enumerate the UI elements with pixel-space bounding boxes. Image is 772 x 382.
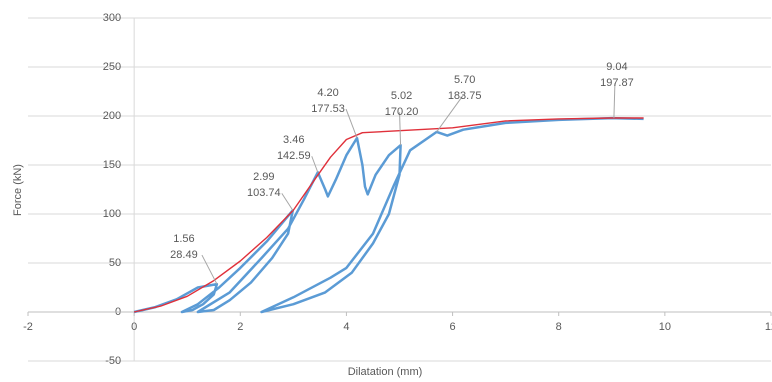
annotation-y: 142.59 <box>277 150 311 162</box>
annotation-x: 5.02 <box>391 90 412 102</box>
annotation-x: 9.04 <box>606 61 627 73</box>
annotation-x: 2.99 <box>253 171 274 183</box>
annotation-x: 1.56 <box>173 233 194 245</box>
annotation-x: 5.70 <box>454 74 475 86</box>
y-tick-label: 150 <box>103 159 121 171</box>
annotation-leader <box>345 108 358 139</box>
annotation-leader <box>281 193 294 211</box>
annotation-leader <box>399 112 402 146</box>
y-tick-label: -50 <box>105 355 121 367</box>
annotation-y: 177.53 <box>311 103 345 115</box>
y-tick-label: 200 <box>103 110 121 122</box>
annotation-x: 3.46 <box>283 134 304 146</box>
x-tick-label: 12 <box>765 321 772 333</box>
annotation-leader <box>436 95 464 133</box>
annotation-y: 28.49 <box>170 249 198 261</box>
x-tick-label: -2 <box>23 321 33 333</box>
x-tick-label: 8 <box>556 321 562 333</box>
annotation-y: 183.75 <box>448 90 482 102</box>
x-tick-label: 4 <box>343 321 349 333</box>
y-tick-label: 50 <box>109 257 121 269</box>
data-line <box>133 116 644 314</box>
annotation-leader <box>613 83 616 119</box>
y-axis-title: Force (kN) <box>12 164 24 216</box>
annotation-x: 4.20 <box>317 87 338 99</box>
data-line <box>133 117 644 313</box>
annotation-y: 103.74 <box>247 187 281 199</box>
y-tick-label: 300 <box>103 12 121 24</box>
x-axis-title: Dilatation (mm) <box>348 366 423 378</box>
x-tick-label: 6 <box>450 321 456 333</box>
y-tick-label: 100 <box>103 208 121 220</box>
annotation-y: 197.87 <box>600 77 634 89</box>
x-tick-label: 2 <box>237 321 243 333</box>
annotation-leader <box>201 254 218 285</box>
annotation-y: 170.20 <box>385 106 419 118</box>
y-tick-label: 250 <box>103 61 121 73</box>
x-tick-label: 0 <box>131 321 137 333</box>
x-tick-label: 10 <box>659 321 671 333</box>
annotation-leader <box>311 156 319 173</box>
